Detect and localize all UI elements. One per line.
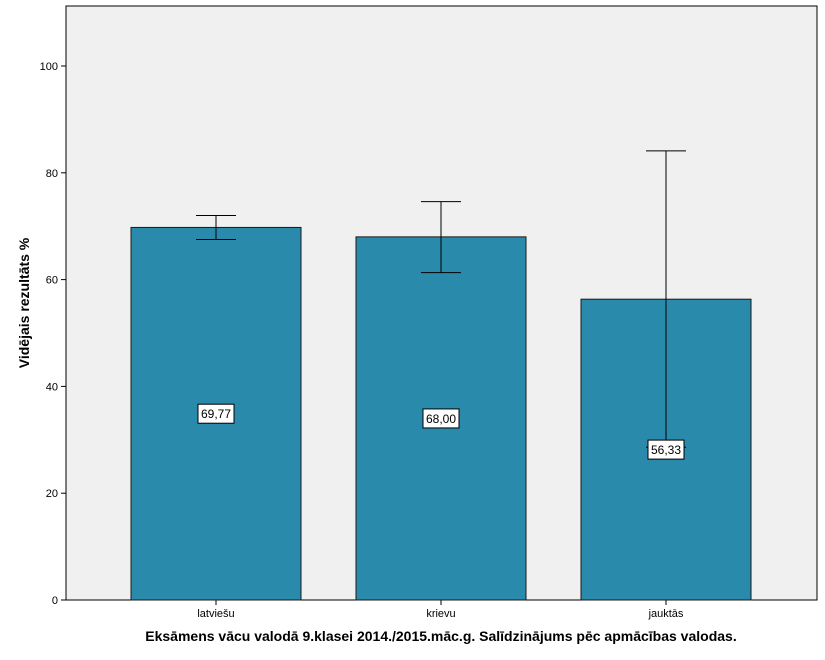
- y-tick-label: 100: [40, 61, 58, 73]
- svg-text:68,00: 68,00: [426, 412, 456, 426]
- y-axis: 0 20 40 60 80 100: [40, 61, 66, 607]
- x-tick-label: krievu: [426, 608, 455, 620]
- y-tick-label: 20: [46, 488, 58, 500]
- svg-text:69,77: 69,77: [201, 407, 231, 421]
- data-label-2: 56,33: [647, 439, 685, 460]
- x-tick-label: jauktās: [648, 608, 684, 620]
- x-tick-label: latviešu: [197, 608, 234, 620]
- error-bar-1: [421, 201, 461, 274]
- data-label-1: 68,00: [422, 408, 460, 429]
- x-axis-title: Eksāmens vācu valodā 9.klasei 2014./2015…: [145, 628, 736, 644]
- data-labels-group: 69,77 68,00 56,33: [197, 403, 685, 460]
- error-bars-group: [196, 150, 686, 448]
- x-axis: latviešu krievu jauktās: [197, 600, 684, 620]
- y-tick-label: 0: [52, 595, 58, 607]
- y-tick-label: 60: [46, 275, 58, 287]
- y-axis-title: Vidējais rezultāts %: [16, 237, 32, 368]
- svg-text:56,33: 56,33: [651, 443, 681, 457]
- error-bar-0: [196, 215, 236, 241]
- data-label-0: 69,77: [197, 403, 235, 424]
- y-tick-label: 40: [46, 381, 58, 393]
- y-tick-label: 80: [46, 168, 58, 180]
